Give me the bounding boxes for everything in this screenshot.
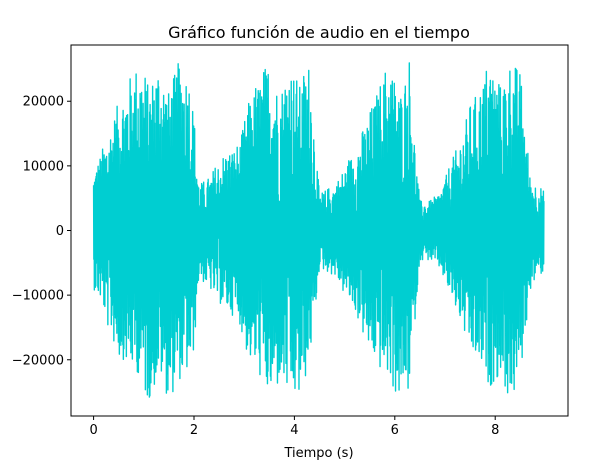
x-tick-label: 0 [89,423,97,438]
chart-title: Gráfico función de audio en el tiempo [168,23,470,42]
y-tick-label: 20000 [23,95,64,110]
x-tick-label: 6 [391,423,399,438]
x-tick-label: 2 [190,423,198,438]
y-tick-label: 0 [56,224,64,239]
x-axis: 0 2 4 6 8 [89,416,499,438]
y-tick-label: −10000 [12,289,64,304]
y-tick-label: 10000 [23,159,64,174]
x-tick-label: 4 [290,423,298,438]
x-axis-label: Tiempo (s) [283,446,353,461]
y-tick-label: −20000 [12,353,64,368]
audio-waveform-series [92,62,545,398]
x-tick-label: 8 [491,423,499,438]
plot-area [92,62,545,398]
y-axis: 20000 10000 0 −10000 −20000 [12,95,71,368]
